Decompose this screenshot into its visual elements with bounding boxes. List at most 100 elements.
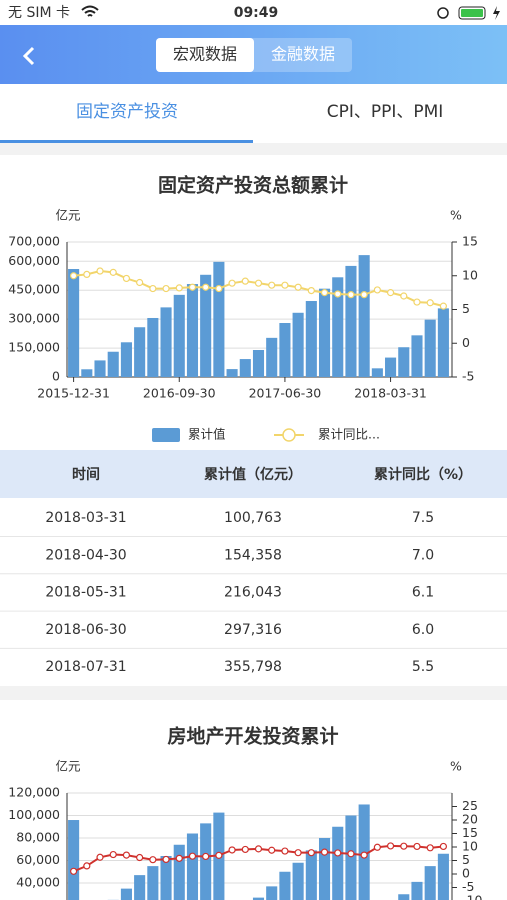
y-tick-label: 80,000	[16, 830, 60, 845]
line-point	[228, 279, 236, 287]
line-point	[254, 845, 263, 853]
line-point	[281, 281, 289, 289]
x-tick-label: 2015-12-31	[37, 386, 110, 401]
bar	[398, 347, 410, 377]
line-point	[307, 287, 315, 295]
back-button[interactable]	[22, 46, 35, 66]
bar	[292, 862, 304, 900]
line-point	[175, 284, 183, 292]
line-point	[202, 852, 210, 861]
bar	[200, 823, 212, 900]
separator	[0, 143, 507, 155]
legend-label: 累计同比...	[318, 427, 380, 442]
table-cell: 355,798	[224, 659, 282, 675]
bar	[266, 886, 278, 900]
table-cell: 2018-06-30	[45, 622, 126, 638]
line-point	[122, 851, 131, 859]
bar	[173, 294, 185, 377]
legend-label: 累计值	[188, 427, 226, 442]
line-point	[439, 302, 447, 310]
x-tick-label: 2017-06-30	[249, 386, 322, 401]
segment[interactable]: 宏观数据	[173, 45, 237, 64]
line-point	[426, 844, 434, 852]
y2-tick-label: 15	[462, 234, 478, 249]
line-point	[215, 284, 223, 293]
bar	[120, 342, 132, 377]
line-point	[347, 850, 355, 858]
bar	[134, 327, 146, 377]
x-tick-label: 2016-09-30	[143, 386, 216, 401]
line-point	[320, 848, 329, 856]
line-point	[241, 277, 249, 285]
bar	[305, 850, 317, 900]
y-axis-label: 亿元	[55, 208, 80, 223]
column-header: 累计值（亿元）	[204, 466, 302, 483]
bar	[147, 317, 159, 377]
line-point	[281, 847, 289, 855]
y-tick-label: 0	[52, 369, 60, 384]
bar	[81, 369, 93, 377]
bar	[252, 897, 265, 900]
status-bar	[0, 0, 507, 25]
y-axis-label: 亿元	[55, 759, 80, 774]
table-cell: 216,043	[224, 585, 282, 601]
line-point	[241, 845, 249, 854]
bar	[68, 820, 80, 900]
y2-tick-label: -5	[462, 369, 474, 384]
line-point	[228, 846, 236, 854]
line-point	[215, 851, 223, 859]
bar	[345, 815, 357, 900]
line-point	[360, 291, 368, 299]
line-point	[294, 283, 302, 291]
line-point	[426, 299, 434, 307]
bar	[332, 826, 344, 900]
tab[interactable]: CPI、PPI、PMI	[327, 102, 444, 122]
line-point	[83, 862, 91, 870]
line-point	[334, 849, 342, 857]
tab-active[interactable]: 固定资产投资	[76, 102, 178, 122]
bar	[134, 875, 146, 900]
line-point	[373, 286, 381, 294]
bar	[279, 871, 291, 900]
segment-selected[interactable]	[156, 38, 254, 72]
line-point	[70, 867, 78, 875]
bar	[186, 833, 199, 900]
tab-indicator	[0, 140, 253, 143]
line-point	[83, 270, 91, 278]
line-point	[294, 849, 302, 857]
bar	[160, 856, 172, 900]
bar	[437, 308, 449, 377]
y2-tick-label: 25	[462, 798, 478, 813]
table-cell: 154,358	[224, 547, 282, 563]
line-point	[254, 279, 263, 287]
bar	[186, 284, 199, 377]
bar	[160, 307, 172, 377]
charging-icon	[493, 6, 500, 20]
bar	[292, 312, 304, 377]
y-tick-label: 120,000	[8, 785, 60, 800]
line-point	[400, 842, 408, 850]
line-point	[386, 842, 395, 850]
bar	[147, 866, 159, 900]
line-point	[175, 854, 183, 862]
y-tick-label: 150,000	[8, 340, 60, 355]
bar	[305, 301, 317, 377]
line-point	[109, 268, 117, 276]
line-point	[188, 852, 197, 860]
y2-tick-label: 0	[462, 335, 470, 350]
segment[interactable]: 金融数据	[271, 45, 335, 64]
table-cell: 7.0	[412, 547, 434, 563]
line-point	[268, 846, 276, 854]
y2-tick-label: 15	[462, 825, 478, 840]
battery	[458, 6, 486, 20]
bar	[318, 838, 331, 900]
bar	[68, 269, 80, 377]
bar	[424, 319, 436, 377]
bar	[226, 369, 238, 377]
y-tick-label: 700,000	[8, 234, 60, 249]
table-cell: 2018-05-31	[45, 585, 126, 601]
legend-swatch	[282, 428, 296, 442]
table-cell: 297,316	[224, 622, 282, 638]
bar	[120, 888, 132, 900]
